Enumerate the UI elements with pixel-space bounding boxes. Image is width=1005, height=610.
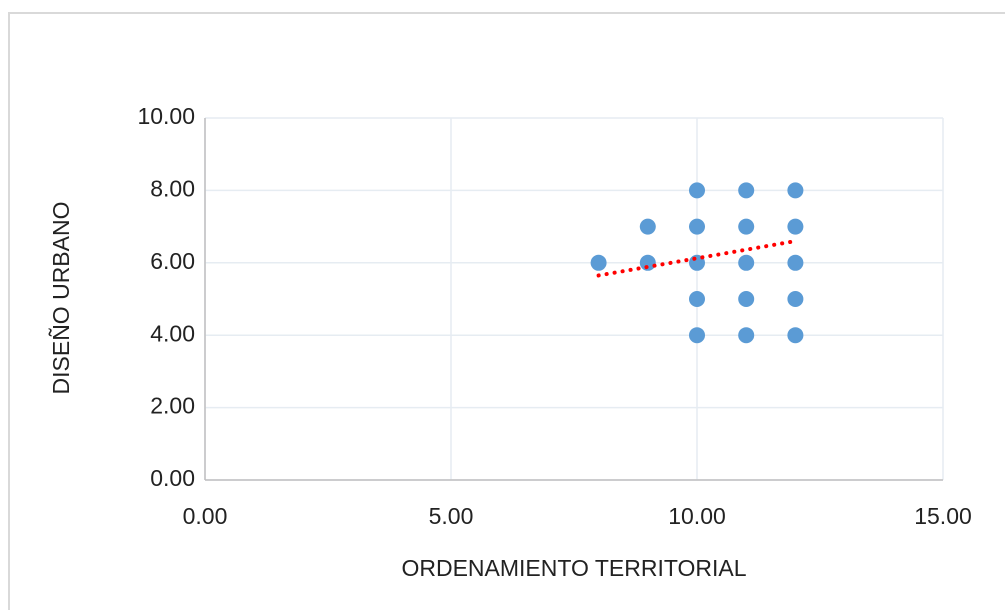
point bbox=[738, 327, 755, 344]
point bbox=[738, 254, 755, 271]
point bbox=[787, 327, 804, 344]
point bbox=[738, 291, 755, 307]
y-axis-title: DISEÑO URBANO bbox=[48, 202, 74, 395]
x-tick-label: 10.00 bbox=[668, 503, 726, 529]
point bbox=[639, 254, 656, 271]
chart-frame bbox=[8, 12, 1005, 610]
point bbox=[787, 291, 804, 307]
trendline bbox=[596, 239, 798, 278]
point bbox=[689, 327, 705, 344]
y-tick-label: 4.00 bbox=[150, 320, 195, 346]
point bbox=[738, 218, 755, 235]
point bbox=[639, 218, 656, 235]
point bbox=[787, 254, 804, 271]
y-tick-label: 8.00 bbox=[150, 175, 195, 201]
y-tick-label: 2.00 bbox=[150, 393, 195, 419]
x-tick-label: 15.00 bbox=[914, 503, 972, 529]
point bbox=[787, 218, 804, 235]
x-axis-title: ORDENAMIENTO TERRITORIAL bbox=[401, 555, 746, 581]
point bbox=[689, 218, 705, 235]
y-tick-label: 10.00 bbox=[137, 103, 195, 129]
y-tick-label: 6.00 bbox=[150, 248, 195, 274]
x-tick-label: 0.00 bbox=[183, 503, 228, 529]
point bbox=[590, 254, 607, 271]
point bbox=[787, 182, 804, 199]
x-tick-label: 5.00 bbox=[429, 503, 474, 529]
point bbox=[689, 291, 705, 307]
point bbox=[689, 182, 705, 199]
y-tick-label: 0.00 bbox=[150, 465, 195, 491]
point bbox=[738, 182, 755, 199]
